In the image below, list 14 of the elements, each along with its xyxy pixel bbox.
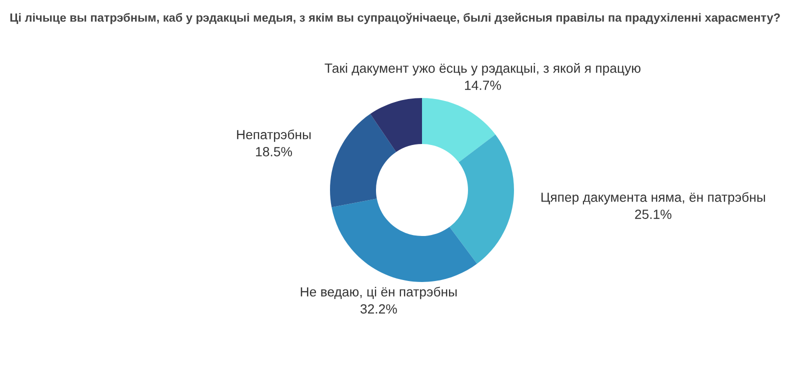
donut-slice [332,198,478,282]
slice-label: Такі дакумент ужо ёсць у рэдакцыі, з якой я працую [324,62,640,76]
donut-slice [450,134,514,264]
chart-title: Ці лічыце вы патрэбным, каб у рэдакцыі медыя, з якім вы супрацоўнічаеце, былі дзейсныя правілы па прадухіленні харасменту? [10,12,780,24]
donut-slice [330,114,396,208]
data-label: 25.1% [635,210,672,219]
data-label: 32.2% [360,304,397,314]
donut-slice [370,98,422,152]
slice-label: Не ведаю, ці ён патрэбны [300,286,457,300]
slice-label: Непатрэбны [237,129,311,142]
data-label: 18.5% [256,147,292,156]
data-label: 14.7% [465,80,501,90]
slice-label: Цяпер дакумента няма, ён патрэбны [541,192,765,205]
donut-slice [422,98,496,162]
